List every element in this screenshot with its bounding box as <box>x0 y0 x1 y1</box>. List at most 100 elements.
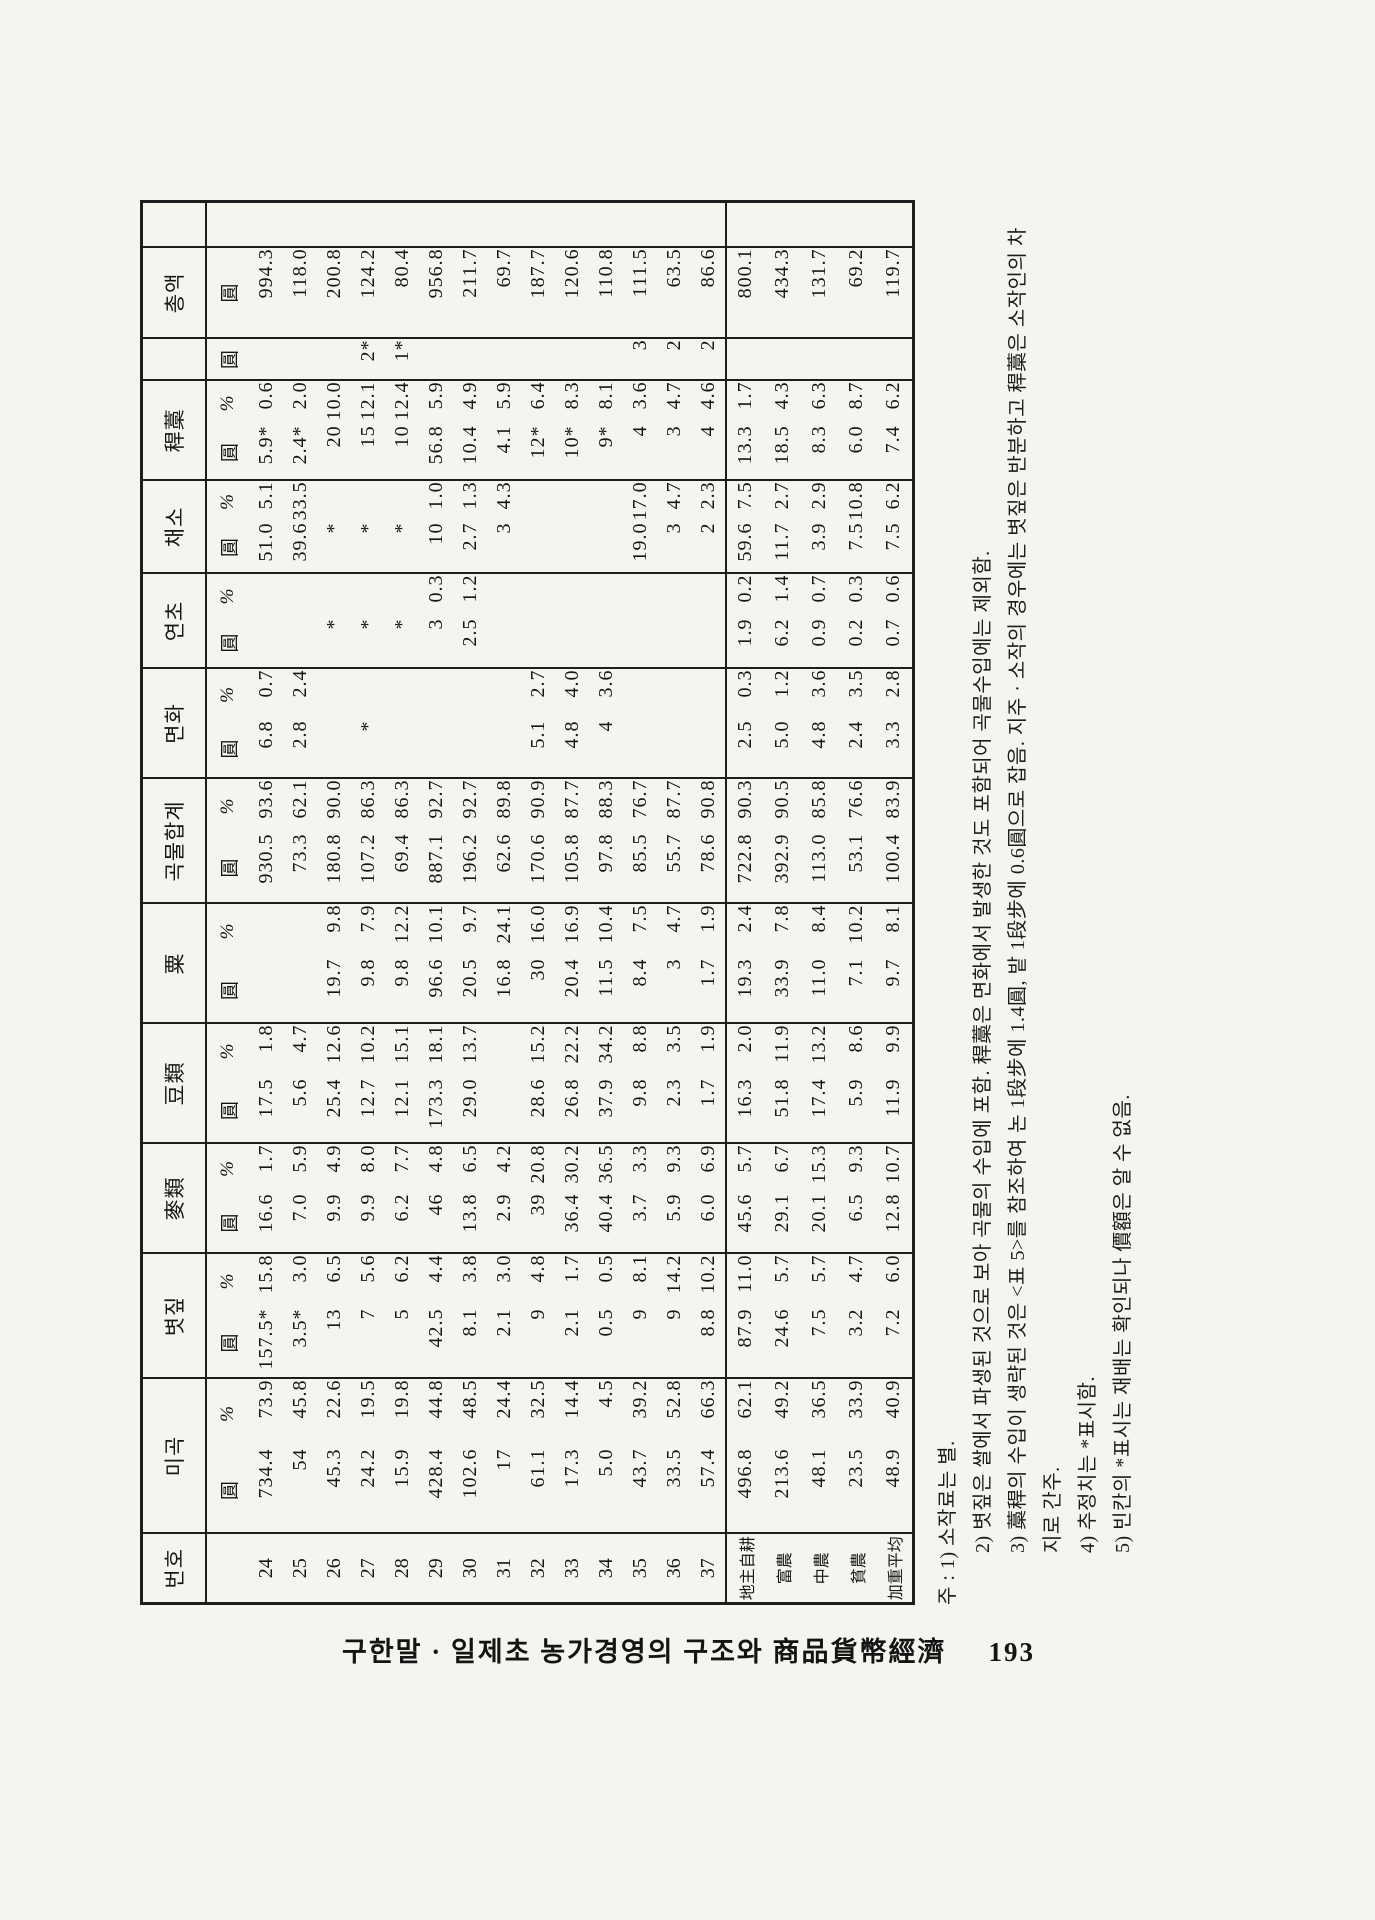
table-cell: 15.1 <box>390 1024 413 1064</box>
table-cell: 7.5 <box>838 522 875 574</box>
table-cell: 120.6 <box>555 247 589 339</box>
table-cell: 10.1 <box>424 904 447 944</box>
table-cell: 124.2 <box>351 247 385 339</box>
table-cell: 1.9 <box>696 1024 719 1053</box>
table-cell: 3.6 <box>628 381 651 410</box>
pad-cell <box>487 201 521 248</box>
table-cell <box>249 958 283 1024</box>
table-cell: 4.3 <box>492 481 515 510</box>
table-cell: 956.8 <box>419 247 453 339</box>
unit-won-mark: 圓 <box>206 425 249 481</box>
pad-cell <box>419 201 453 248</box>
row-label: 30 <box>458 1558 481 1579</box>
table-cell: 29.0 <box>453 1078 487 1144</box>
table-cell: 0.2 <box>838 618 875 669</box>
table-cell <box>555 573 589 618</box>
table-cell: 36.4 <box>555 1193 589 1254</box>
table-cell: 3.6 <box>594 669 617 698</box>
table-cell: 2.9 <box>808 481 830 510</box>
table-row: 25 54 45.8 3.5* 3.0 7.0 5.9 5.6 4.7 73.3 62.1 2.8 2.… <box>283 201 317 1603</box>
column-header: 豆類 <box>141 1023 206 1144</box>
table-cell: 5.7 <box>808 1254 830 1283</box>
table-cell: 930.5 <box>249 833 283 904</box>
table-cell: * <box>385 522 419 574</box>
table-cell: 4.8 <box>801 720 838 779</box>
table-cell: 6.2 <box>390 1254 413 1283</box>
table-cell: 213.6 <box>764 1448 801 1534</box>
table-cell: 1.2 <box>458 574 481 603</box>
table-cell: 33.5 <box>657 1448 691 1534</box>
table-cell <box>487 1023 521 1078</box>
table-cell: 105.8 <box>555 833 589 904</box>
table-cell: 43.7 <box>623 1448 657 1534</box>
table-cell: 1.2 <box>771 669 793 698</box>
table-cell: 76.7 <box>628 779 651 819</box>
table-cell: 69.2 <box>838 247 875 339</box>
table-cell: 85.5 <box>623 833 657 904</box>
table-cell: * <box>317 618 351 669</box>
table-cell <box>487 1078 521 1144</box>
table-cell: 392.9 <box>764 833 801 904</box>
table-cell: 24.6 <box>764 1308 801 1379</box>
table-cell: 2.0 <box>288 381 311 410</box>
table-cell <box>623 618 657 669</box>
table-cell: 4.7 <box>662 381 685 410</box>
table-cell: 10.2 <box>696 1254 719 1294</box>
table-cell <box>726 338 764 381</box>
table-cell: 8.1 <box>453 1308 487 1379</box>
table-cell: 0.3 <box>726 668 764 721</box>
table-cell: 9 <box>657 1308 691 1379</box>
table-cell: 10.2 <box>356 1024 379 1064</box>
table-cell: 15.3 <box>808 1144 830 1184</box>
table-cell <box>623 668 657 720</box>
table-cell: 16.3 <box>726 1078 764 1144</box>
table-cell <box>487 668 521 720</box>
table-cell: 5.0 <box>764 720 801 779</box>
table-cell <box>521 618 555 669</box>
table-cell: 6.3 <box>808 381 830 410</box>
table-cell: 0.6 <box>882 574 904 603</box>
table-cell <box>487 618 521 669</box>
table-cell: 62.1 <box>726 1378 764 1449</box>
table-cell: 17 <box>487 1448 521 1534</box>
table-cell: 62.1 <box>288 779 311 819</box>
table-cell <box>351 668 385 720</box>
table-cell: 170.6 <box>521 833 555 904</box>
table-cell: 3.3 <box>875 720 914 779</box>
table-cell: 10* <box>555 425 589 481</box>
table-cell: 7.5 <box>726 480 764 523</box>
table-cell: 3.6 <box>808 669 830 698</box>
table-cell: * <box>351 720 385 779</box>
row-label: 33 <box>560 1558 583 1579</box>
table-cell: 85.8 <box>808 779 830 819</box>
table-cell: 4 <box>589 720 623 779</box>
column-header: 곡물합계 <box>141 778 206 904</box>
table-cell: 7.7 <box>390 1144 413 1173</box>
table-cell: 39.6 <box>283 522 317 574</box>
table-row: 32 61.1 32.5 9 4.8 39 20.8 28.6 15.2 30 16.0 170.6 9… <box>521 201 555 1603</box>
table-cell: 994.3 <box>249 247 283 339</box>
table-cell: 3.8 <box>458 1254 481 1283</box>
table-cell: 3.5 <box>845 669 867 698</box>
table-cell: 19.0 <box>623 522 657 574</box>
table-cell: 90.9 <box>526 779 549 819</box>
table-cell: 9* <box>589 425 623 481</box>
unit-pct-mark: % <box>217 798 238 815</box>
table-cell: 3 <box>623 338 657 381</box>
table-footnotes: 주 : 1) 소작료는 별. 2) 볏짚은 쌀에서 파생된 것으로 보아 곡물의… <box>931 209 1141 1605</box>
table-cell: 9.7 <box>875 958 914 1024</box>
table-cell: 10.7 <box>882 1144 904 1184</box>
table-cell <box>385 720 419 779</box>
page-footer: 구한말 · 일제초 농가경영의 구조와 商品貨幣經濟 193 <box>342 1630 1112 1669</box>
table-cell: 22.6 <box>322 1379 345 1419</box>
column-header: 粟 <box>141 903 206 1024</box>
row-label: 地主自耕 <box>726 1533 764 1604</box>
table-cell <box>283 338 317 381</box>
table-cell: 14.4 <box>560 1379 583 1419</box>
table-cell <box>657 720 691 779</box>
table-cell: 9.8 <box>385 958 419 1024</box>
table-cell: 20 <box>317 425 351 481</box>
table-cell: 48.1 <box>801 1448 838 1534</box>
table-cell: 4.7 <box>845 1254 867 1283</box>
table-cell: 8.0 <box>356 1144 379 1173</box>
